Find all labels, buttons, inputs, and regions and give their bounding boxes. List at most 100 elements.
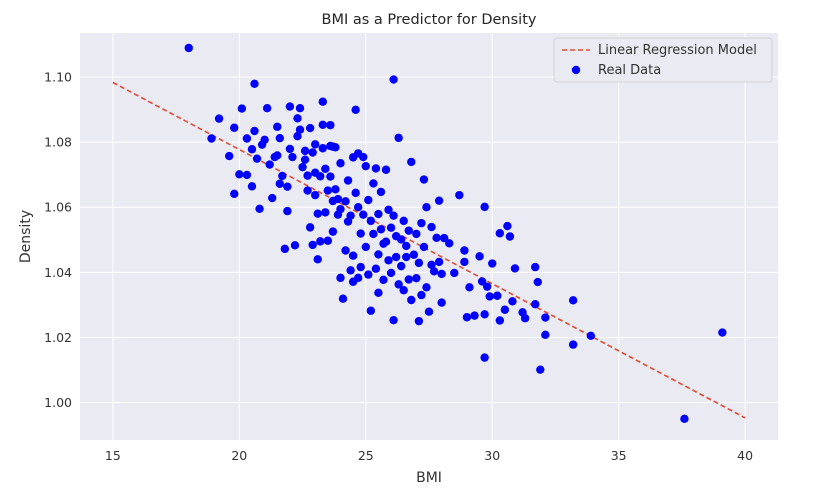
data-point — [225, 151, 234, 161]
data-point — [462, 313, 472, 322]
data-point — [465, 283, 474, 292]
data-point — [275, 179, 284, 188]
data-point — [404, 275, 413, 284]
data-point — [321, 164, 330, 173]
data-point — [318, 120, 327, 130]
data-point — [374, 209, 383, 219]
data-point — [303, 186, 312, 195]
data-point — [371, 164, 381, 173]
data-point — [260, 135, 269, 144]
data-point — [424, 307, 434, 316]
data-point — [371, 264, 381, 273]
data-point — [346, 266, 355, 275]
data-point — [346, 211, 355, 220]
data-point — [384, 256, 393, 265]
data-point — [470, 311, 479, 320]
data-point — [359, 152, 368, 162]
data-point — [399, 286, 408, 295]
data-point — [389, 211, 398, 220]
data-point — [399, 216, 408, 226]
data-point — [341, 246, 350, 255]
data-point — [718, 328, 727, 337]
data-point — [255, 204, 264, 214]
data-point — [437, 298, 446, 307]
data-point — [252, 154, 262, 163]
data-point — [508, 297, 517, 306]
data-point — [356, 262, 365, 272]
data-point — [480, 202, 489, 212]
data-point — [310, 190, 320, 200]
data-point — [313, 209, 322, 218]
data-point — [323, 236, 333, 245]
data-point — [336, 204, 345, 214]
data-point — [247, 182, 257, 191]
data-point — [439, 233, 449, 243]
data-point — [394, 133, 403, 143]
data-point — [460, 246, 469, 255]
x-tick-label: 20 — [231, 448, 247, 463]
data-point — [417, 218, 426, 228]
data-point — [434, 196, 444, 205]
y-tick-label: 1.02 — [44, 330, 72, 345]
data-point — [361, 161, 370, 171]
data-point — [303, 171, 312, 180]
data-point — [333, 194, 343, 204]
grid-lines — [80, 33, 778, 440]
data-point — [391, 252, 401, 262]
data-point — [427, 222, 436, 232]
data-point — [389, 315, 398, 325]
data-point — [290, 241, 300, 250]
data-point — [336, 159, 345, 168]
data-point — [364, 270, 373, 279]
data-point — [305, 123, 315, 133]
data-point — [338, 294, 348, 303]
data-point — [379, 275, 388, 285]
y-axis-label: Density — [18, 210, 34, 263]
data-point — [409, 250, 419, 259]
data-point — [381, 237, 391, 246]
data-point — [407, 295, 416, 305]
data-point — [318, 97, 327, 106]
data-point — [356, 229, 365, 238]
data-point — [351, 188, 360, 198]
y-tick-label: 1.00 — [44, 395, 72, 410]
data-point — [417, 290, 426, 300]
data-point — [351, 105, 360, 115]
data-point — [568, 296, 578, 305]
data-point — [230, 123, 239, 132]
data-point — [488, 259, 497, 268]
data-point — [300, 155, 310, 164]
data-point — [384, 205, 393, 215]
data-point — [242, 170, 252, 180]
data-point — [321, 208, 330, 217]
data-point — [293, 132, 302, 141]
data-point — [348, 251, 358, 260]
data-point — [364, 195, 373, 205]
x-tick-label: 25 — [358, 448, 374, 463]
data-point — [328, 227, 338, 236]
data-point — [273, 151, 282, 160]
data-point — [495, 316, 505, 325]
data-point — [293, 114, 302, 123]
data-point — [310, 140, 320, 149]
data-point — [230, 189, 239, 199]
data-point — [369, 179, 378, 188]
data-point — [432, 233, 441, 243]
data-point — [184, 43, 193, 53]
legend-box — [553, 37, 773, 83]
data-point — [207, 134, 216, 143]
data-point — [427, 260, 436, 270]
data-point — [295, 125, 305, 134]
data-point — [445, 239, 454, 248]
data-point — [318, 144, 327, 153]
data-point — [480, 310, 489, 319]
data-point — [316, 172, 325, 181]
data-point — [313, 255, 322, 264]
data-point — [402, 241, 411, 251]
data-point — [407, 157, 416, 167]
data-point — [283, 182, 292, 191]
data-point — [386, 223, 396, 232]
data-point — [336, 273, 345, 283]
data-point — [510, 264, 520, 273]
data-point — [280, 244, 290, 254]
